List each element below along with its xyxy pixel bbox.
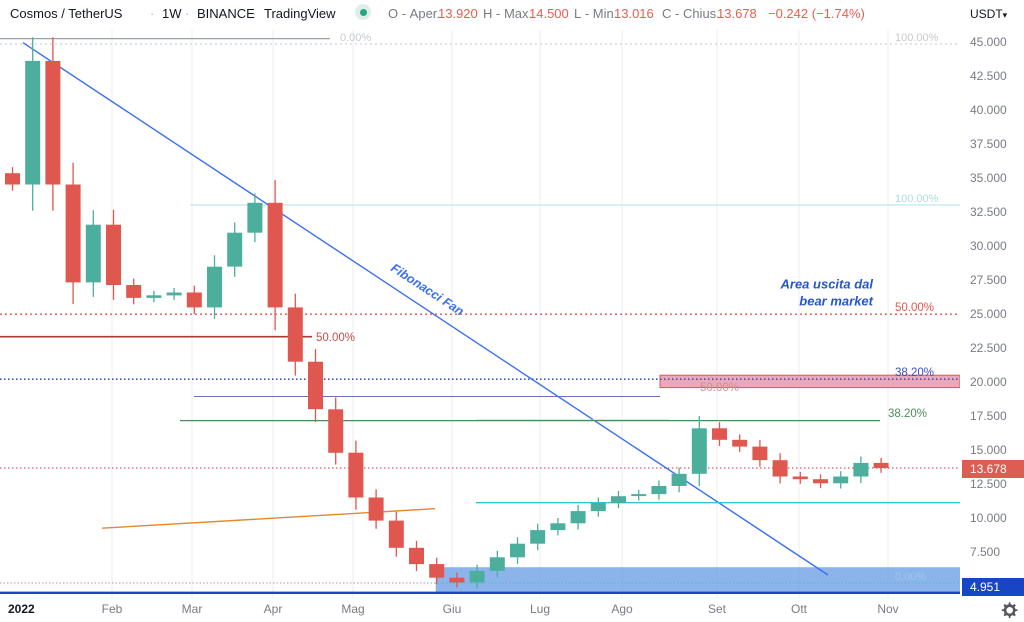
svg-text:0.00%: 0.00% xyxy=(340,32,371,44)
svg-text:50.00%: 50.00% xyxy=(895,302,934,314)
svg-text:50.00%: 50.00% xyxy=(316,332,355,344)
svg-text:100.00%: 100.00% xyxy=(895,193,939,205)
svg-text:50.00%: 50.00% xyxy=(700,382,739,394)
svg-text:38.20%: 38.20% xyxy=(888,408,927,420)
svg-text:bear market: bear market xyxy=(799,294,873,309)
svg-text:100.00%: 100.00% xyxy=(895,32,939,44)
svg-text:0.00%: 0.00% xyxy=(895,571,926,583)
svg-text:Area uscita dal: Area uscita dal xyxy=(780,277,874,292)
svg-text:38.20%: 38.20% xyxy=(895,367,934,379)
